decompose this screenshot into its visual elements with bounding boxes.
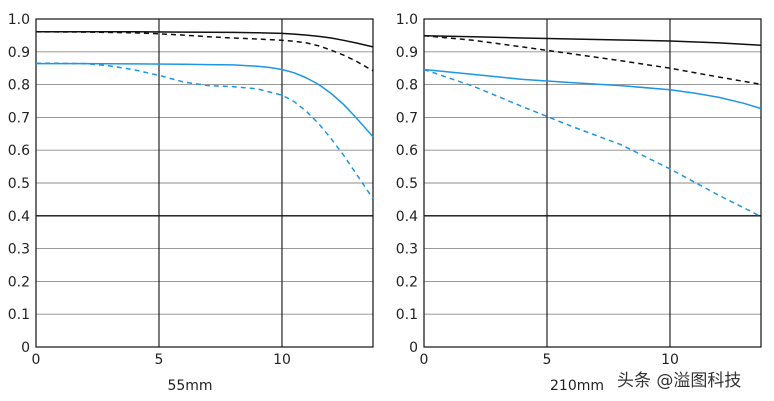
mtf-curve: [36, 62, 374, 200]
y-tick-label: 0.4: [396, 209, 418, 225]
mtf-curve: [423, 68, 762, 218]
y-tick-label: 0: [409, 340, 418, 356]
y-tick-label: 0.3: [396, 242, 418, 258]
y-tick-label: 0.5: [396, 176, 418, 192]
plot-frame: [35, 18, 374, 348]
y-tick-label: 0: [21, 340, 30, 356]
mtf-curve: [423, 34, 762, 86]
x-tick-label: 5: [543, 352, 552, 368]
x-tick-label: 10: [661, 352, 679, 368]
chart-panel-2: 0 0.1 0.2 0.3 0.4 0.5 0.6 0.7 0.8 0.9 1.0 0 5 10 210mm: [396, 12, 762, 394]
x-tick-label: 5: [155, 352, 164, 368]
y-tick-label: 0.8: [8, 78, 30, 94]
y-tick-label: 0.7: [396, 110, 418, 126]
y-tick-label: 1.0: [8, 12, 30, 28]
y-tick-label: 0.3: [8, 242, 30, 258]
y-tick-label: 0.9: [396, 45, 418, 61]
x-tick-label: 0: [420, 352, 429, 368]
y-tick-label: 0.6: [396, 143, 418, 159]
mtf-curve: [423, 34, 762, 46]
y-tick-label: 0.7: [8, 110, 30, 126]
x-axis-label: 55mm: [167, 378, 212, 394]
x-axis-label: 210mm: [550, 378, 604, 394]
y-tick-label: 0.9: [8, 45, 30, 61]
mtf-curve: [36, 31, 374, 48]
plot-frame: [423, 18, 762, 348]
x-tick-label: 0: [32, 352, 41, 368]
watermark-text: 头条 @溢图科技: [617, 371, 742, 391]
y-tick-label: 1.0: [396, 12, 418, 28]
mtf-curve: [423, 68, 762, 110]
y-tick-label: 0.4: [8, 209, 30, 225]
x-tick-label: 10: [273, 352, 291, 368]
y-tick-label: 0.1: [8, 307, 30, 323]
y-tick-label: 0.2: [8, 274, 30, 290]
chart-panel-1: 0 0.1 0.2 0.3 0.4 0.5 0.6 0.7 0.8 0.9 1.0 0 5 10 55mm: [8, 12, 374, 394]
y-tick-label: 0.8: [396, 78, 418, 94]
y-tick-label: 0.5: [8, 176, 30, 192]
mtf-curve: [35, 31, 374, 72]
y-tick-label: 0.1: [396, 307, 418, 323]
y-tick-label: 0.2: [396, 274, 418, 290]
mtf-curve: [36, 62, 374, 138]
y-tick-label: 0.6: [8, 143, 30, 159]
